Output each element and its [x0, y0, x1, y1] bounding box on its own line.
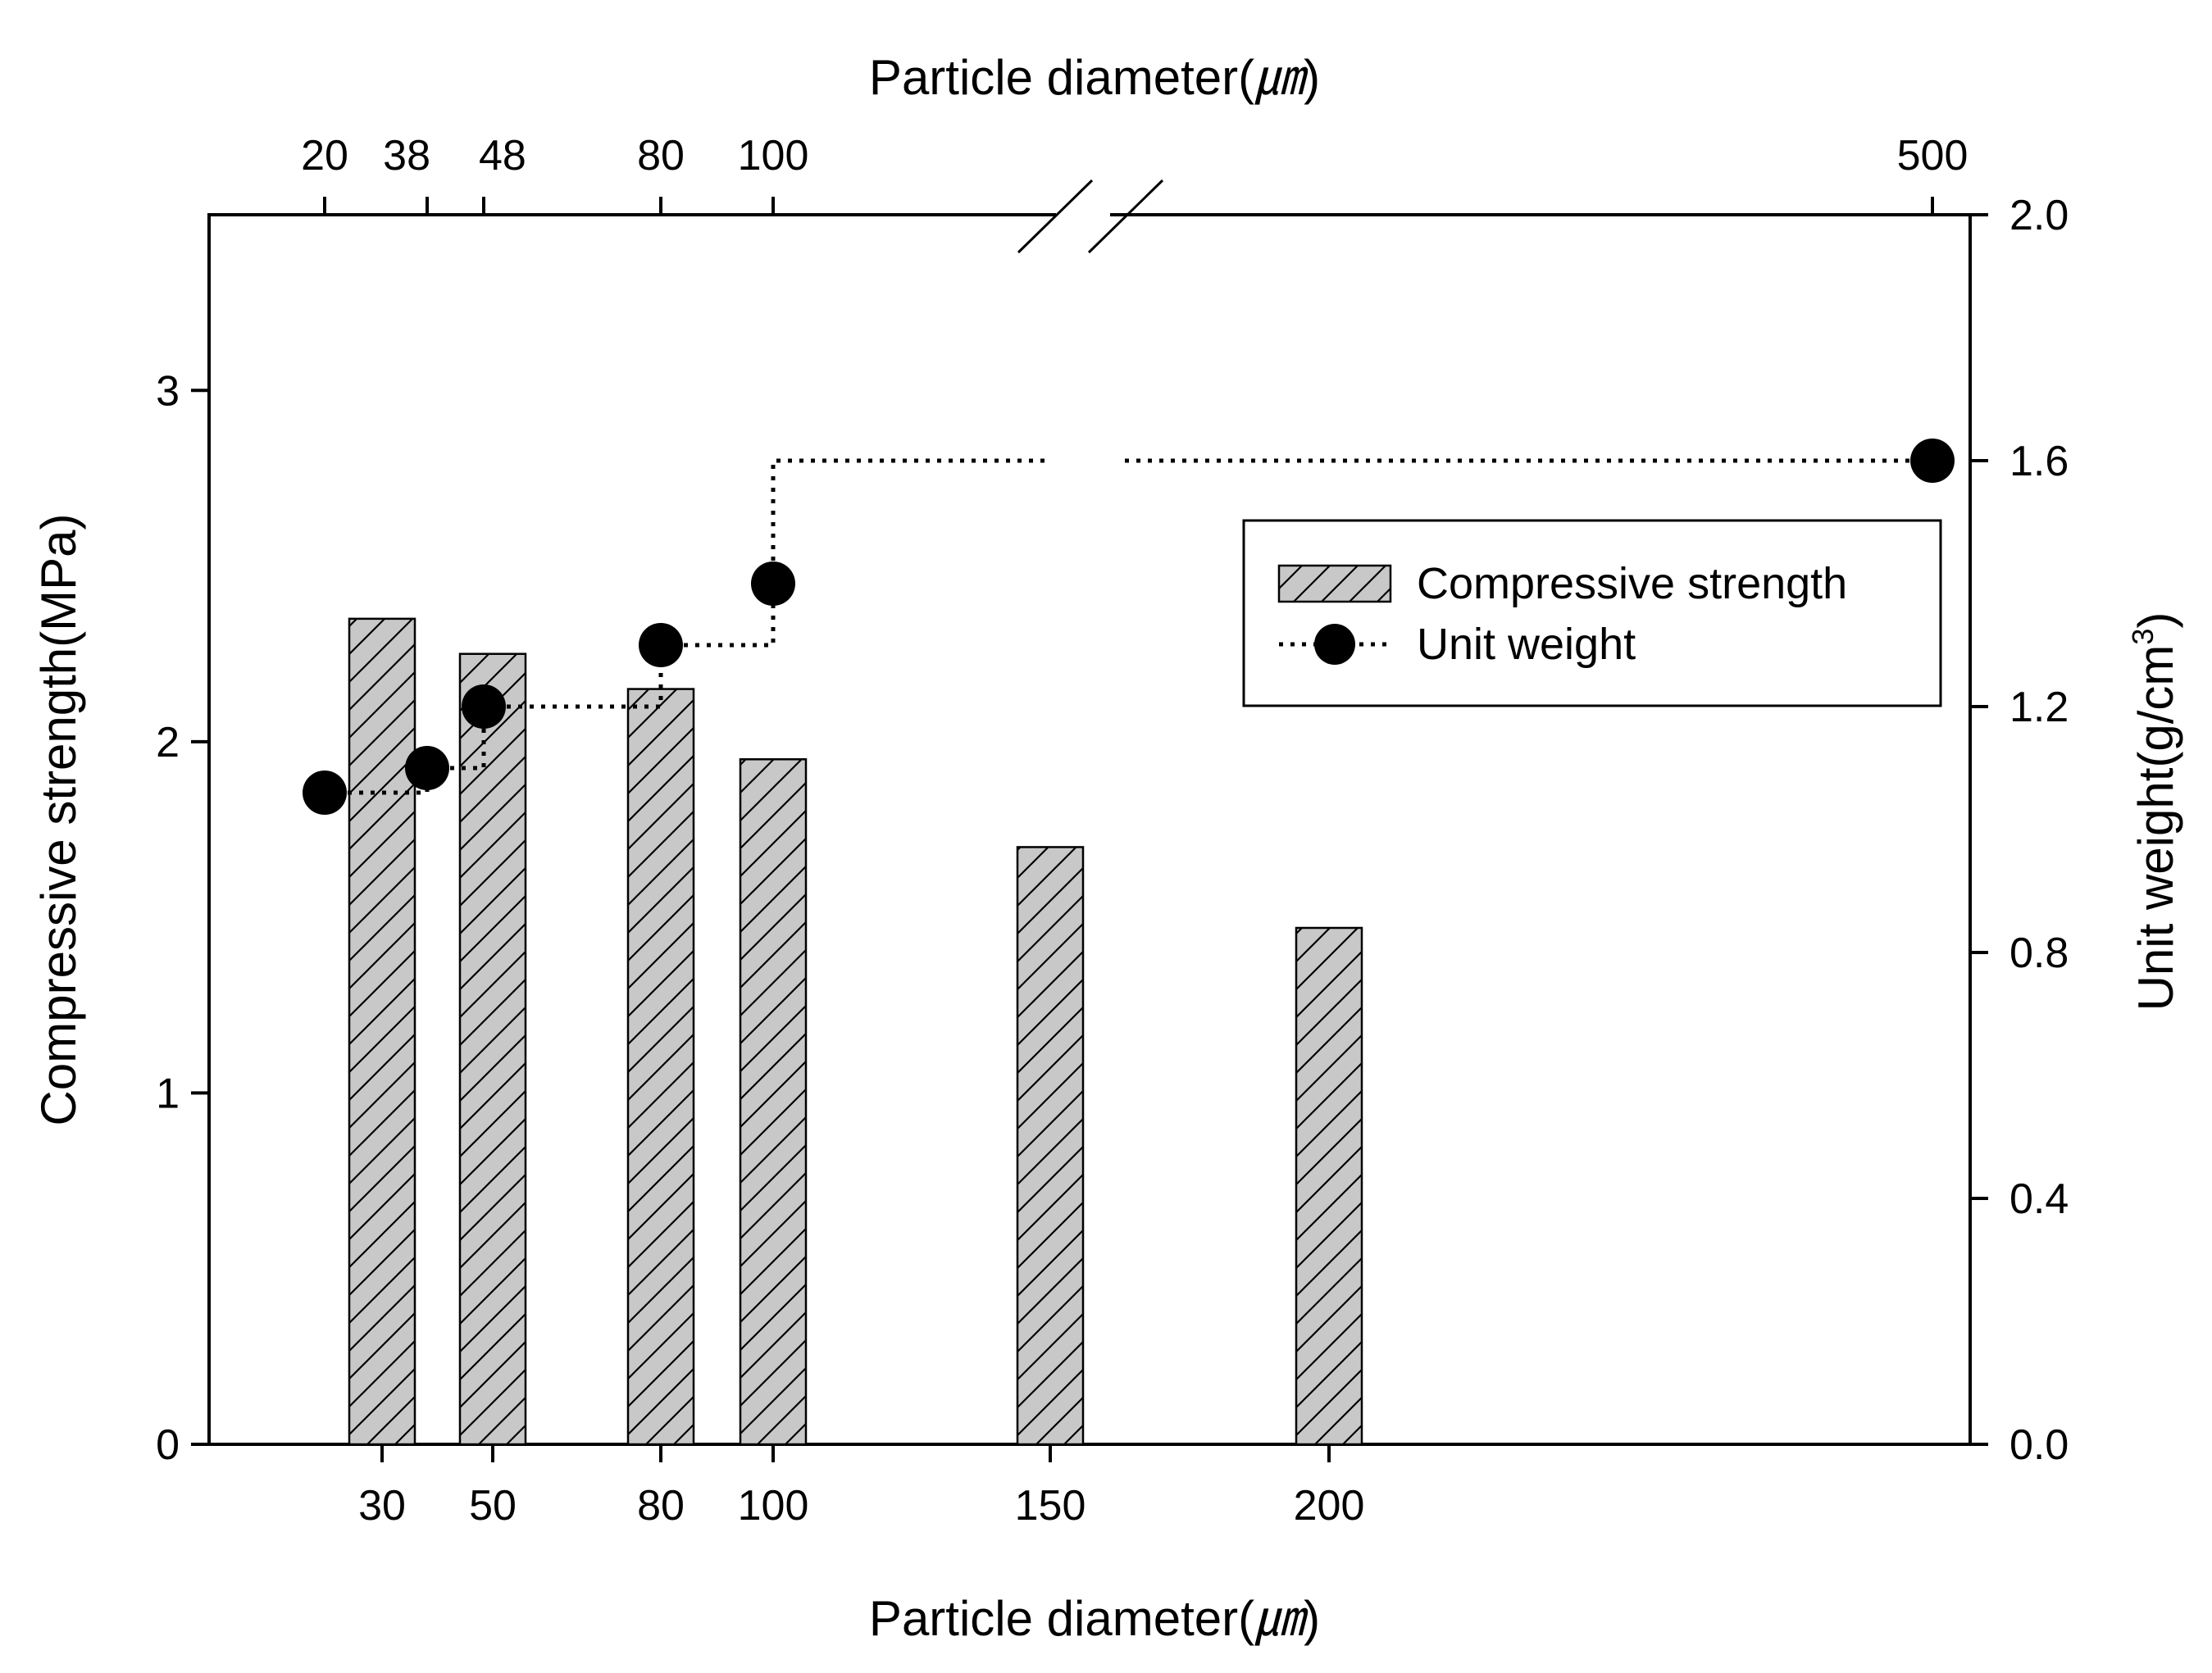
unit-weight-line-segment	[771, 458, 1932, 584]
axis-break-mark	[1087, 179, 1164, 254]
bar-compressive-strength-100	[739, 758, 808, 1446]
bottom-axis-tick-label: 30	[358, 1482, 406, 1530]
bottom-axis-tick-label: 200	[1294, 1482, 1365, 1530]
top-axis-tick-label: 48	[479, 132, 526, 180]
left-axis-tick-label: 2	[156, 719, 180, 766]
bar-compressive-strength-80	[626, 688, 695, 1446]
unit-weight-point-20	[303, 771, 347, 815]
legend-label-unit-weight: Unit weight	[1417, 620, 1636, 669]
legend-bar-swatch	[1277, 564, 1392, 603]
right-axis-tick-label: 1.6	[2009, 438, 2069, 485]
right-axis-tick-label: 2.0	[2009, 192, 2069, 239]
right-axis-tick-label: 0.8	[2009, 930, 2069, 977]
bottom-axis-tick-label: 80	[637, 1482, 685, 1530]
legend-marker-swatch	[1314, 624, 1355, 665]
bottom-axis-tick-label: 100	[738, 1482, 809, 1530]
unit-weight-point-80	[639, 623, 683, 667]
top-axis-title: Particle diameter(㎛)	[869, 50, 1320, 105]
top-axis-tick-label: 38	[383, 132, 430, 180]
right-axis-tick-label: 0.0	[2009, 1421, 2069, 1469]
bottom-axis-title: Particle diameter(㎛)	[869, 1591, 1320, 1646]
unit-weight-point-500	[1910, 439, 1955, 483]
bar-compressive-strength-150	[1016, 846, 1085, 1446]
left-axis-title: Compressive strength(MPa)	[31, 514, 86, 1126]
top-axis-tick-label: 80	[637, 132, 685, 180]
unit-weight-point-100	[751, 561, 795, 606]
left-axis-tick-label: 0	[156, 1421, 180, 1469]
top-axis-tick-label: 500	[1897, 132, 1968, 180]
left-axis-tick-label: 1	[156, 1070, 180, 1117]
bar-compressive-strength-200	[1295, 926, 1363, 1446]
unit-weight-line-layer	[303, 439, 1955, 815]
top-axis-tick-label: 100	[738, 132, 809, 180]
unit-weight-point-38	[405, 746, 449, 790]
bar-compressive-strength-30	[348, 617, 416, 1446]
bars-layer	[348, 617, 1363, 1446]
legend: Compressive strength Unit weight	[1242, 519, 1942, 707]
legend-frame	[1242, 519, 1942, 707]
axes-layer: 0 1 2 3 0.0 0.4 0.8 1.2 1.6 2.0 30 50 80 100 150 200 20 3…	[156, 132, 2069, 1530]
unit-weight-point-48	[462, 684, 506, 729]
bottom-axis-tick-label: 50	[469, 1482, 517, 1530]
top-axis-tick-label: 20	[301, 132, 348, 180]
axis-break-mark	[1017, 179, 1094, 254]
right-axis-title: Unit weight(g/cm3)	[2126, 612, 2183, 1012]
right-axis-tick-label: 1.2	[2009, 684, 2069, 731]
legend-label-compressive-strength: Compressive strength	[1417, 559, 1847, 608]
right-axis-tick-label: 0.4	[2009, 1175, 2069, 1223]
left-axis-tick-label: 3	[156, 367, 180, 415]
axis-break-gap	[1056, 208, 1110, 221]
bar-compressive-strength-50	[458, 652, 527, 1446]
bottom-axis-tick-label: 150	[1015, 1482, 1086, 1530]
